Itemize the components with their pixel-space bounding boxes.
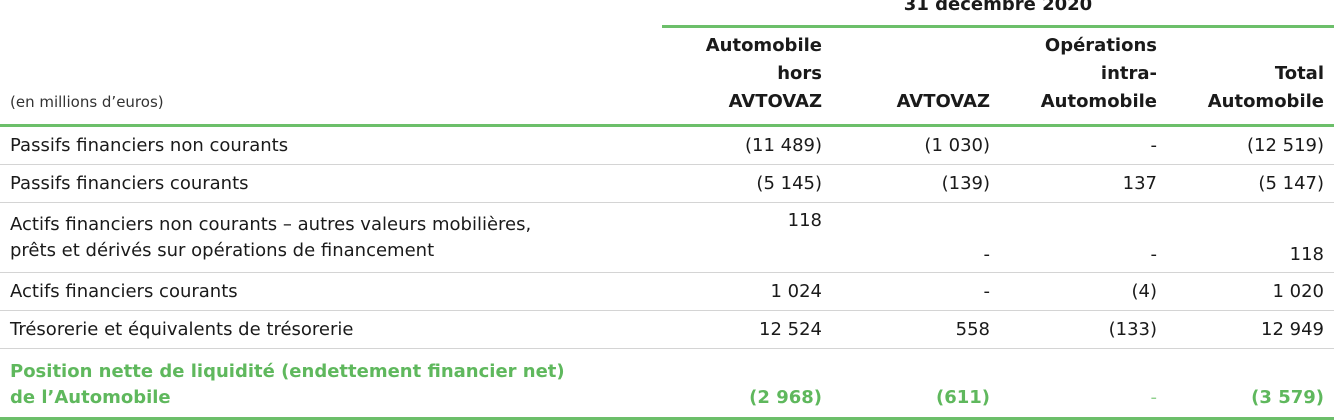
cell-value: - — [1000, 202, 1167, 273]
table-row: Actifs financiers non courants – autres … — [0, 202, 1334, 273]
row-label: Passifs financiers courants — [0, 164, 662, 203]
period-header: 31 décembre 2020 — [903, 0, 1093, 15]
cell-value: - — [1000, 125, 1167, 165]
cell-value: (5 145) — [662, 164, 832, 203]
total-label-line: Position nette de liquidité (endettement… — [10, 361, 565, 382]
col-header-line: Automobile — [705, 35, 822, 56]
table-row: Passifs financiers non courants (11 489)… — [0, 125, 1334, 165]
row-label: Actifs financiers courants — [0, 272, 662, 311]
cell-value: 118 — [662, 202, 832, 273]
col-header-line: Opérations — [1044, 35, 1157, 56]
total-row: Position nette de liquidité (endettement… — [0, 348, 1334, 420]
row-label: Trésorerie et équivalents de trésorerie — [0, 310, 662, 349]
col-header-total-automobile: Total Automobile — [1167, 28, 1334, 127]
cell-value: (133) — [1000, 310, 1167, 349]
cell-value: 1 020 — [1167, 272, 1334, 311]
cell-value: (12 519) — [1167, 125, 1334, 165]
cell-value: 137 — [1000, 164, 1167, 203]
cell-value: 12 524 — [662, 310, 832, 349]
row-label: Actifs financiers non courants – autres … — [0, 202, 662, 273]
total-value: (3 579) — [1167, 348, 1334, 420]
unit-label: (en millions d’euros) — [0, 28, 662, 127]
total-value: (2 968) — [662, 348, 832, 420]
total-label-line: de l’Automobile — [10, 387, 171, 408]
row-label-line: prêts et dérivés sur opérations de finan… — [10, 239, 435, 261]
col-header-line: intra- — [1100, 63, 1157, 84]
cell-value: 558 — [832, 310, 1000, 349]
col-header-avtovaz: AVTOVAZ — [832, 28, 1000, 127]
col-header-operations-intra: Opérations intra- Automobile — [1000, 28, 1167, 127]
row-label-line: Actifs financiers non courants – autres … — [10, 213, 532, 235]
total-label: Position nette de liquidité (endettement… — [0, 348, 662, 420]
period-rule — [662, 25, 1334, 28]
cell-value: - — [832, 202, 1000, 273]
col-header-line: Automobile — [1207, 91, 1324, 112]
cell-value: 1 024 — [662, 272, 832, 311]
net-liquidity-table: (en millions d’euros) Automobile hors AV… — [0, 28, 1334, 420]
cell-value: 12 949 — [1167, 310, 1334, 349]
table-row: Trésorerie et équivalents de trésorerie … — [0, 310, 1334, 349]
cell-value: - — [832, 272, 1000, 311]
table-row: Actifs financiers courants 1 024 - (4) 1… — [0, 272, 1334, 311]
cell-value: (139) — [832, 164, 1000, 203]
cell-value: (4) — [1000, 272, 1167, 311]
cell-value: (11 489) — [662, 125, 832, 165]
col-header-line: Total — [1274, 63, 1324, 84]
cell-value: (5 147) — [1167, 164, 1334, 203]
row-label: Passifs financiers non courants — [0, 125, 662, 165]
col-header-line: AVTOVAZ — [896, 91, 990, 112]
total-value: (611) — [832, 348, 1000, 420]
col-header-line: Automobile — [1040, 91, 1157, 112]
col-header-line: hors — [777, 63, 822, 84]
total-value: - — [1000, 348, 1167, 420]
col-header-line: AVTOVAZ — [728, 91, 822, 112]
col-header-automobile-hors-avtovaz: Automobile hors AVTOVAZ — [662, 28, 832, 127]
table-row: Passifs financiers courants (5 145) (139… — [0, 164, 1334, 203]
header-row: (en millions d’euros) Automobile hors AV… — [0, 28, 1334, 127]
cell-value: (1 030) — [832, 125, 1000, 165]
cell-value: 118 — [1167, 202, 1334, 273]
